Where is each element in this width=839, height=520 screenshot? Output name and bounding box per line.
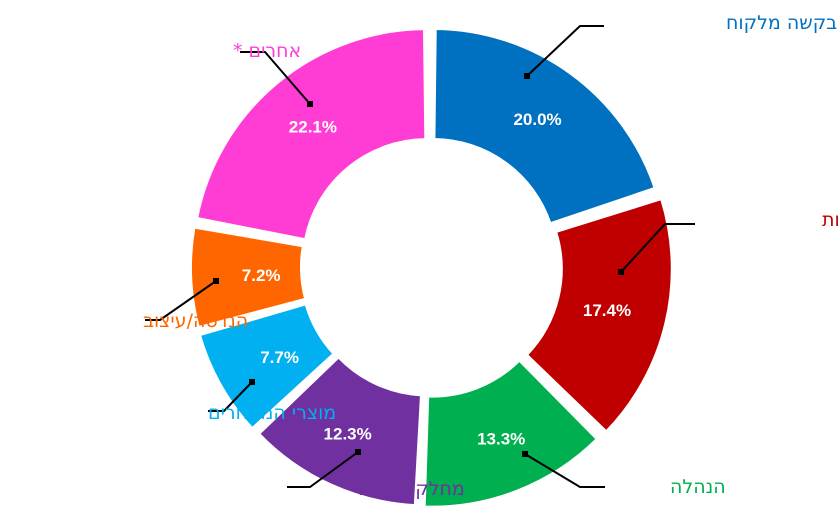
percent-label-2: 17.4% — [583, 301, 631, 320]
leader-line-5 — [208, 381, 253, 412]
leader-line-4 — [287, 451, 359, 488]
leader-line-7 — [240, 51, 311, 105]
leader-dot-4 — [355, 449, 361, 455]
slice-6 — [190, 226, 307, 329]
leader-line-6 — [145, 280, 217, 321]
leader-dot-6 — [213, 278, 219, 284]
leader-dot-3 — [522, 451, 528, 457]
category-label-3: הנהלה — [670, 476, 726, 498]
leader-dot-2 — [618, 269, 624, 275]
percent-label-5: 7.7% — [260, 348, 299, 367]
category-label-4: מחלקת מו"פ — [358, 478, 465, 500]
slice-1 — [433, 27, 656, 225]
percent-labels-group: 20.0% 17.4% 13.3% 12.3% 7.7% 7.2% 22.1% — [242, 110, 631, 448]
category-label-6: הנדסה/עיצוב — [143, 310, 248, 332]
percent-label-4: 12.3% — [324, 424, 372, 443]
category-label-7: אחרים * — [233, 40, 301, 62]
category-labels-group: בקשה מלקוח אנשי מכירות הנהלה מחלקת מו"פ מוצר… — [143, 12, 839, 500]
leader-line-1 — [526, 25, 604, 77]
category-label-1: בקשה מלקוח — [726, 12, 837, 34]
percent-label-1: 20.0% — [513, 110, 561, 129]
percent-label-7: 22.1% — [289, 117, 337, 136]
slice-4 — [257, 356, 423, 507]
slice-7 — [196, 28, 427, 241]
category-label-5: מוצרי המתחרים — [208, 402, 336, 424]
leader-dot-1 — [524, 73, 530, 79]
percent-label-3: 13.3% — [477, 429, 525, 448]
leader-line-2 — [620, 223, 695, 273]
leader-dot-7 — [307, 101, 313, 107]
leader-line-3 — [524, 453, 605, 488]
leader-dot-5 — [249, 379, 255, 385]
percent-label-6: 7.2% — [242, 266, 281, 285]
category-label-2: אנשי מכירות — [822, 209, 839, 231]
leader-lines-group — [145, 25, 695, 488]
